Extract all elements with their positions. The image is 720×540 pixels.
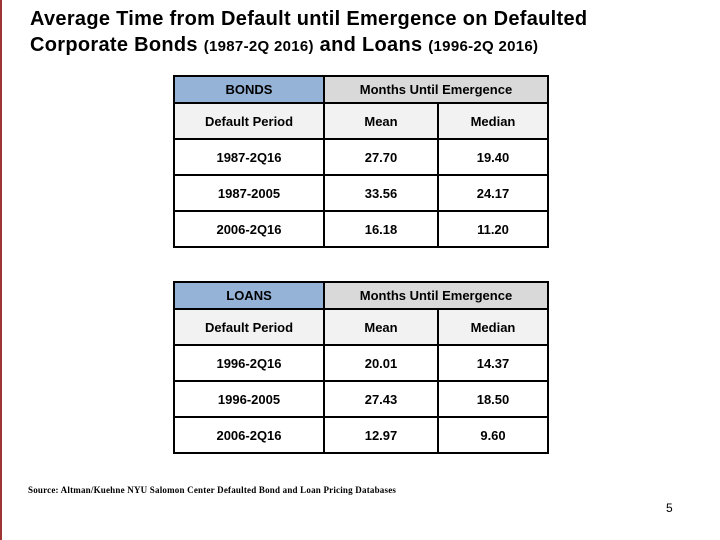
column-header-row: Default Period Mean Median (173, 308, 549, 346)
bonds-title-cell: BONDS (173, 75, 325, 104)
bonds-table: BONDS Months Until Emergence Default Per… (173, 75, 549, 248)
table-row: 2006-2Q16 16.18 11.20 (173, 210, 549, 248)
mean-cell: 16.18 (323, 210, 439, 248)
median-header: Median (437, 308, 549, 346)
median-cell: 9.60 (437, 416, 549, 454)
mean-header: Mean (323, 102, 439, 140)
mean-header: Mean (323, 308, 439, 346)
title-text: and Loans (313, 34, 429, 56)
mean-cell: 27.70 (323, 138, 439, 176)
title-line-1: Average Time from Default until Emergenc… (30, 6, 690, 32)
median-cell: 14.37 (437, 344, 549, 382)
column-header-row: Default Period Mean Median (173, 102, 549, 140)
median-cell: 11.20 (437, 210, 549, 248)
table-row: 1996-2Q16 20.01 14.37 (173, 344, 549, 382)
median-header: Median (437, 102, 549, 140)
months-until-emergence-cell: Months Until Emergence (323, 75, 549, 104)
loans-table: LOANS Months Until Emergence Default Per… (173, 281, 549, 454)
mean-cell: 12.97 (323, 416, 439, 454)
source-citation: Source: Altman/Kuehne NYU Salomon Center… (28, 485, 397, 495)
period-cell: 1996-2005 (173, 380, 325, 418)
title-line-2: Corporate Bonds (1987-2Q 2016) and Loans… (30, 32, 690, 60)
period-cell: 1996-2Q16 (173, 344, 325, 382)
title-date-range-bonds: (1987-2Q 2016) (203, 38, 314, 55)
mean-cell: 20.01 (323, 344, 439, 382)
mean-cell: 33.56 (323, 174, 439, 212)
median-cell: 18.50 (437, 380, 549, 418)
period-cell: 1987-2Q16 (173, 138, 325, 176)
table-row: 1987-2005 33.56 24.17 (173, 174, 549, 212)
period-cell: 2006-2Q16 (173, 416, 325, 454)
mean-cell: 27.43 (323, 380, 439, 418)
title-text: Average Time from Default until Emergenc… (30, 8, 588, 30)
slide-page-number: 5 (666, 501, 673, 515)
default-period-header: Default Period (173, 308, 325, 346)
table-row: 1996-2005 27.43 18.50 (173, 380, 549, 418)
table-header-row: BONDS Months Until Emergence (173, 75, 549, 104)
title-text: Corporate Bonds (30, 34, 204, 56)
page-title: Average Time from Default until Emergenc… (30, 6, 690, 60)
median-cell: 24.17 (437, 174, 549, 212)
title-date-range-loans: (1996-2Q 2016) (428, 38, 539, 55)
table-row: 2006-2Q16 12.97 9.60 (173, 416, 549, 454)
default-period-header: Default Period (173, 102, 325, 140)
period-cell: 2006-2Q16 (173, 210, 325, 248)
table-row: 1987-2Q16 27.70 19.40 (173, 138, 549, 176)
left-accent-stripe (0, 0, 2, 540)
months-until-emergence-cell: Months Until Emergence (323, 281, 549, 310)
median-cell: 19.40 (437, 138, 549, 176)
loans-title-cell: LOANS (173, 281, 325, 310)
table-header-row: LOANS Months Until Emergence (173, 281, 549, 310)
period-cell: 1987-2005 (173, 174, 325, 212)
